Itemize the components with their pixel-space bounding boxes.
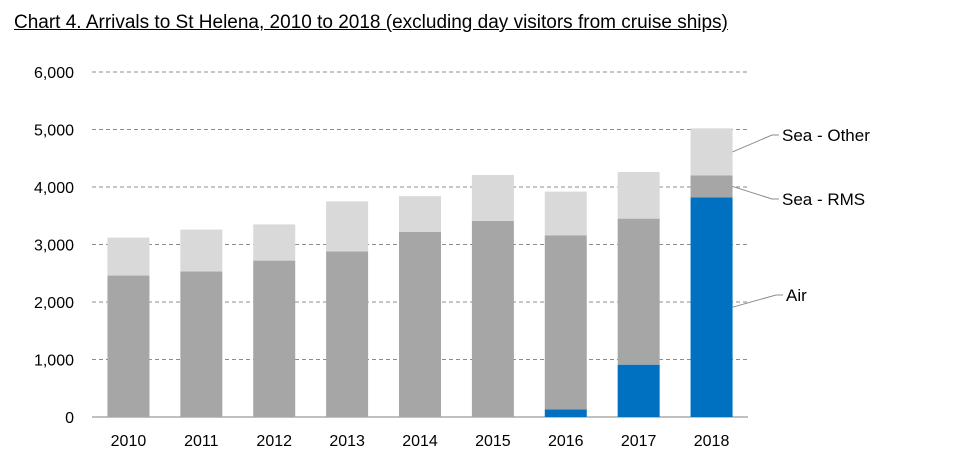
legend-label: Sea - RMS bbox=[782, 190, 865, 209]
bar-sea-rms-2014 bbox=[399, 231, 441, 417]
x-tick-label: 2016 bbox=[548, 433, 584, 450]
legend-leader-line bbox=[732, 134, 779, 153]
x-tick-label: 2018 bbox=[694, 433, 730, 450]
bar-sea-other-2010 bbox=[107, 237, 150, 276]
bar-sea-other-2011 bbox=[180, 229, 223, 272]
bar-sea-other-2013 bbox=[326, 201, 369, 252]
x-axis-tick-labels: 2010 2011 2012 2013 2014 2015 2016 2017 2018 bbox=[111, 433, 730, 450]
bar-sea-rms-2010 bbox=[107, 275, 150, 417]
y-tick-label: 0 bbox=[65, 410, 74, 427]
legend-label: Sea - Other bbox=[782, 126, 870, 145]
bar-sea-rms-2013 bbox=[326, 251, 369, 417]
legend-leader-line bbox=[732, 294, 783, 308]
x-tick-label: 2010 bbox=[111, 433, 147, 450]
x-tick-label: 2017 bbox=[621, 433, 657, 450]
x-tick-label: 2015 bbox=[475, 433, 511, 450]
bar-sea-other-2017 bbox=[617, 172, 660, 219]
y-axis-tick-labels: 0 1,000 2,000 3,000 4,000 5,000 6,000 bbox=[34, 65, 74, 427]
bar-sea-other-2014 bbox=[399, 196, 441, 232]
bar-sea-rms-2016 bbox=[544, 235, 587, 410]
bars bbox=[107, 128, 733, 417]
x-tick-label: 2011 bbox=[184, 433, 219, 450]
legend: Air Sea - RMS Sea - Other bbox=[732, 126, 870, 308]
y-tick-label: 1,000 bbox=[34, 353, 74, 370]
x-tick-label: 2014 bbox=[402, 433, 438, 450]
bar-air-2017 bbox=[617, 364, 660, 417]
bar-sea-other-2015 bbox=[471, 174, 514, 221]
y-tick-label: 6,000 bbox=[34, 65, 74, 82]
y-tick-label: 4,000 bbox=[34, 180, 74, 197]
x-tick-label: 2013 bbox=[329, 433, 365, 450]
bar-sea-rms-2012 bbox=[253, 260, 296, 417]
legend-leader-line bbox=[732, 185, 779, 200]
bar-air-2018 bbox=[690, 197, 733, 417]
y-tick-label: 5,000 bbox=[34, 123, 74, 140]
y-tick-label: 3,000 bbox=[34, 238, 74, 255]
bar-sea-rms-2015 bbox=[471, 220, 514, 417]
bar-air-2016 bbox=[544, 409, 587, 417]
chart-title: Chart 4. Arrivals to St Helena, 2010 to … bbox=[14, 12, 728, 33]
bar-sea-other-2012 bbox=[253, 224, 296, 261]
y-tick-label: 2,000 bbox=[34, 295, 74, 312]
bar-sea-rms-2017 bbox=[617, 218, 660, 365]
bar-sea-rms-2018 bbox=[690, 175, 733, 198]
bar-sea-other-2016 bbox=[544, 191, 587, 236]
bar-sea-other-2018 bbox=[690, 128, 733, 176]
legend-label: Air bbox=[786, 286, 807, 305]
bar-sea-rms-2011 bbox=[180, 271, 223, 417]
x-tick-label: 2012 bbox=[256, 433, 292, 450]
